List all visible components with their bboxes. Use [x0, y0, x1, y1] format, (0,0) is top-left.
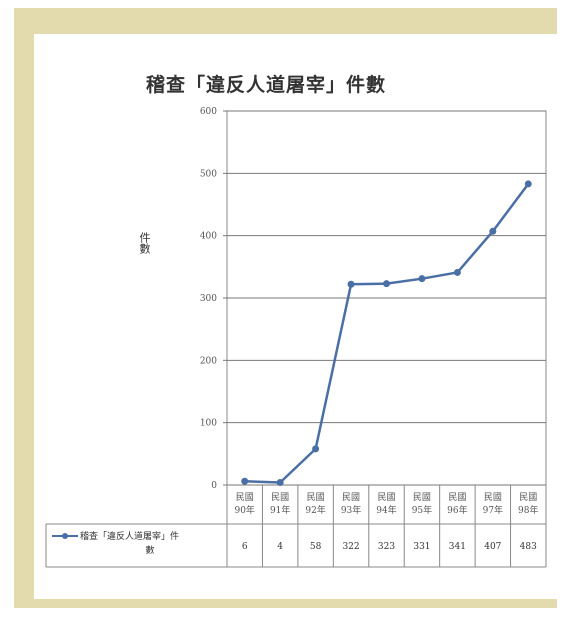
x-category-label-3-line1: 民國	[342, 492, 360, 503]
y-axis-label: 件數	[138, 232, 151, 254]
data-value-2: 58	[310, 542, 322, 552]
x-category-label-0-line2: 90年	[234, 504, 254, 516]
x-category-label-1-line2: 91年	[270, 504, 290, 516]
data-point-4	[383, 280, 390, 288]
data-value-7: 407	[484, 542, 501, 552]
y-tick-label-600: 600	[200, 107, 217, 117]
data-point-1	[276, 479, 284, 487]
x-category-label-1-line1: 民國	[271, 492, 289, 503]
data-point-5	[418, 275, 426, 283]
y-tick-label-200: 200	[200, 356, 217, 366]
chart-title: 稽查「違反人道屠宰」件數	[146, 74, 387, 96]
data-point-6	[453, 268, 461, 276]
data-point-3	[347, 280, 355, 288]
y-tick-label-400: 400	[200, 232, 217, 242]
data-value-0: 6	[242, 542, 248, 552]
x-category-label-8-line1: 民國	[519, 492, 537, 503]
data-value-3: 322	[342, 542, 359, 552]
x-category-label-2-line1: 民國	[307, 492, 325, 503]
x-category-label-3-line2: 93年	[341, 504, 361, 516]
x-category-label-7-line1: 民國	[484, 492, 502, 503]
x-category-label-0-line1: 民國	[236, 492, 254, 503]
data-point-0	[241, 477, 249, 485]
y-tick-label-500: 500	[200, 169, 217, 179]
x-category-label-6-line1: 民國	[448, 492, 466, 503]
data-value-1: 4	[277, 542, 283, 552]
x-category-label-5-line2: 95年	[412, 504, 432, 516]
x-category-label-8-line2: 98年	[518, 504, 538, 516]
legend-marker-0	[62, 533, 68, 539]
legend-label-0-line2: 數	[145, 544, 154, 556]
x-category-label-4-line1: 民國	[377, 492, 395, 503]
x-category-label-7-line2: 97年	[483, 504, 503, 516]
legend-label-0-line1: 稽查「違反人道屠宰」件	[80, 530, 179, 542]
x-category-label-2-line2: 92年	[305, 504, 325, 516]
x-category-label-6-line2: 96年	[447, 504, 467, 516]
data-value-6: 341	[449, 542, 466, 552]
x-category-label-4-line2: 94年	[376, 504, 396, 516]
chart-card	[34, 34, 558, 599]
data-value-4: 323	[378, 542, 395, 552]
data-value-8: 483	[520, 542, 537, 552]
y-tick-label-300: 300	[200, 294, 217, 304]
y-tick-label-0: 0	[211, 481, 217, 491]
data-point-2	[312, 445, 320, 453]
y-tick-label-100: 100	[200, 419, 217, 429]
data-point-8	[524, 180, 532, 188]
data-value-5: 331	[413, 542, 430, 552]
x-category-label-5-line1: 民國	[413, 492, 431, 503]
series-line-0	[244, 183, 530, 484]
data-point-7	[489, 227, 497, 235]
